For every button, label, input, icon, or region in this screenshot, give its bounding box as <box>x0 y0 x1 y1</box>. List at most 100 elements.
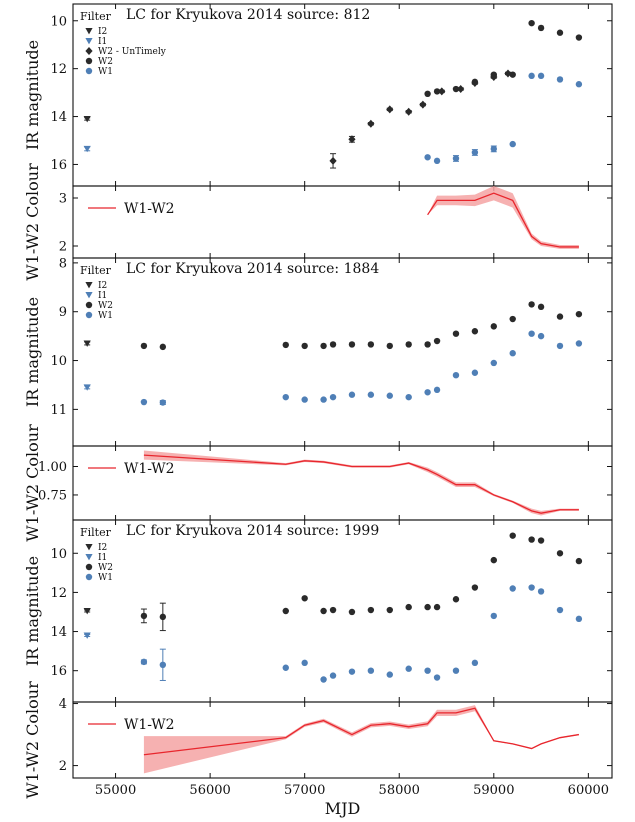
data-point <box>320 676 327 683</box>
x-tick-label: 58000 <box>379 783 420 798</box>
data-point <box>556 29 564 36</box>
legend-marker <box>85 47 93 55</box>
data-point <box>575 340 583 347</box>
data-point <box>490 323 497 330</box>
data-point <box>528 19 535 27</box>
y-tick-label: 10 <box>50 14 67 29</box>
legend-marker <box>85 544 93 551</box>
data-point <box>301 342 308 350</box>
plot-frame <box>72 519 613 703</box>
data-point <box>83 384 91 391</box>
y-tick-label: 2 <box>59 759 67 774</box>
data-point <box>320 396 327 403</box>
data-point <box>537 537 545 544</box>
legend: W1-W2 <box>88 717 175 733</box>
data-point <box>433 157 441 165</box>
legend-entry: W1 <box>98 311 113 321</box>
legend-marker <box>85 38 93 45</box>
data-point <box>504 69 512 78</box>
data-point <box>367 119 375 128</box>
series-w1 <box>424 72 583 165</box>
data-point <box>528 330 535 337</box>
data-point <box>457 85 465 94</box>
data-point <box>433 386 441 394</box>
data-point <box>367 341 375 348</box>
data-point <box>424 667 431 674</box>
y-tick-label: 16 <box>50 664 67 679</box>
data-point <box>537 303 545 311</box>
data-point <box>452 85 460 93</box>
data-point <box>386 392 393 399</box>
data-point <box>575 615 583 623</box>
data-point <box>528 301 535 308</box>
data-point <box>348 608 356 616</box>
x-tick-label: 56000 <box>189 783 230 798</box>
y-axis-label: IR magnitude <box>23 556 42 666</box>
legend-title: Filter <box>80 264 112 277</box>
data-point <box>438 87 446 96</box>
data-point <box>301 659 308 667</box>
data-point <box>490 145 497 153</box>
data-point <box>528 72 535 80</box>
data-point <box>419 100 427 109</box>
series-i1 <box>83 632 91 639</box>
legend-marker <box>85 311 93 319</box>
data-point <box>367 606 375 614</box>
data-point <box>575 557 583 565</box>
data-point <box>140 612 148 620</box>
x-tick-label: 59000 <box>473 783 514 798</box>
data-point <box>329 341 337 348</box>
data-point <box>509 532 516 539</box>
data-point <box>509 585 516 592</box>
y-tick-label: 4 <box>59 697 67 712</box>
data-point <box>509 71 516 78</box>
data-point <box>386 606 393 614</box>
data-point <box>320 342 327 350</box>
legend-entry: I1 <box>98 553 107 563</box>
panel-1: 10 12 14 16 IR magnitude LC for Kryukova 2014… <box>23 3 613 187</box>
y-tick-label: 11 <box>50 403 67 418</box>
data-point <box>452 371 460 379</box>
legend-entry: W1 <box>98 573 113 583</box>
data-point <box>509 315 516 323</box>
y-axis-label: IR magnitude <box>23 297 42 407</box>
legend-marker <box>85 554 93 561</box>
y-tick-label: 10 <box>50 354 67 369</box>
colour-line <box>143 454 579 514</box>
data-point <box>537 588 545 595</box>
legend-entry: W1-W2 <box>124 717 175 733</box>
legend-marker <box>85 282 93 289</box>
y-axis-label: W1-W2 Colour <box>23 681 42 799</box>
colour-uncertainty-band <box>427 186 579 249</box>
legend-title: Filter <box>80 526 112 539</box>
data-point <box>159 399 167 406</box>
legend-marker <box>85 573 93 581</box>
data-point <box>452 667 460 674</box>
legend: W1-W2 <box>88 201 175 217</box>
y-tick-label: 3 <box>59 192 67 207</box>
series-i2 <box>83 340 91 347</box>
y-axis-label: IR magnitude <box>23 40 42 150</box>
panel-2: 2 3 W1-W2 Colour W1-W2 <box>23 163 613 281</box>
data-point <box>405 603 412 611</box>
legend-marker <box>85 67 93 75</box>
data-point <box>433 88 441 95</box>
data-point <box>556 76 564 83</box>
panel-title: LC for Kryukova 2014 source: 812 <box>126 7 370 23</box>
data-point <box>159 661 167 669</box>
data-point <box>83 608 91 615</box>
y-tick-label: 0.75 <box>38 488 67 503</box>
data-point <box>140 398 148 406</box>
data-point <box>528 536 535 543</box>
legend-entry: W1 <box>98 67 113 77</box>
plot-frame <box>72 3 613 187</box>
y-axis-label: W1-W2 Colour <box>23 163 42 281</box>
data-point <box>537 332 545 340</box>
legend-marker <box>85 292 93 299</box>
data-point <box>556 313 564 320</box>
panel-3: 8 9 10 11 IR magnitude LC for Kryukova 2014 s… <box>23 256 613 447</box>
data-point <box>301 595 308 602</box>
data-point <box>329 156 337 165</box>
